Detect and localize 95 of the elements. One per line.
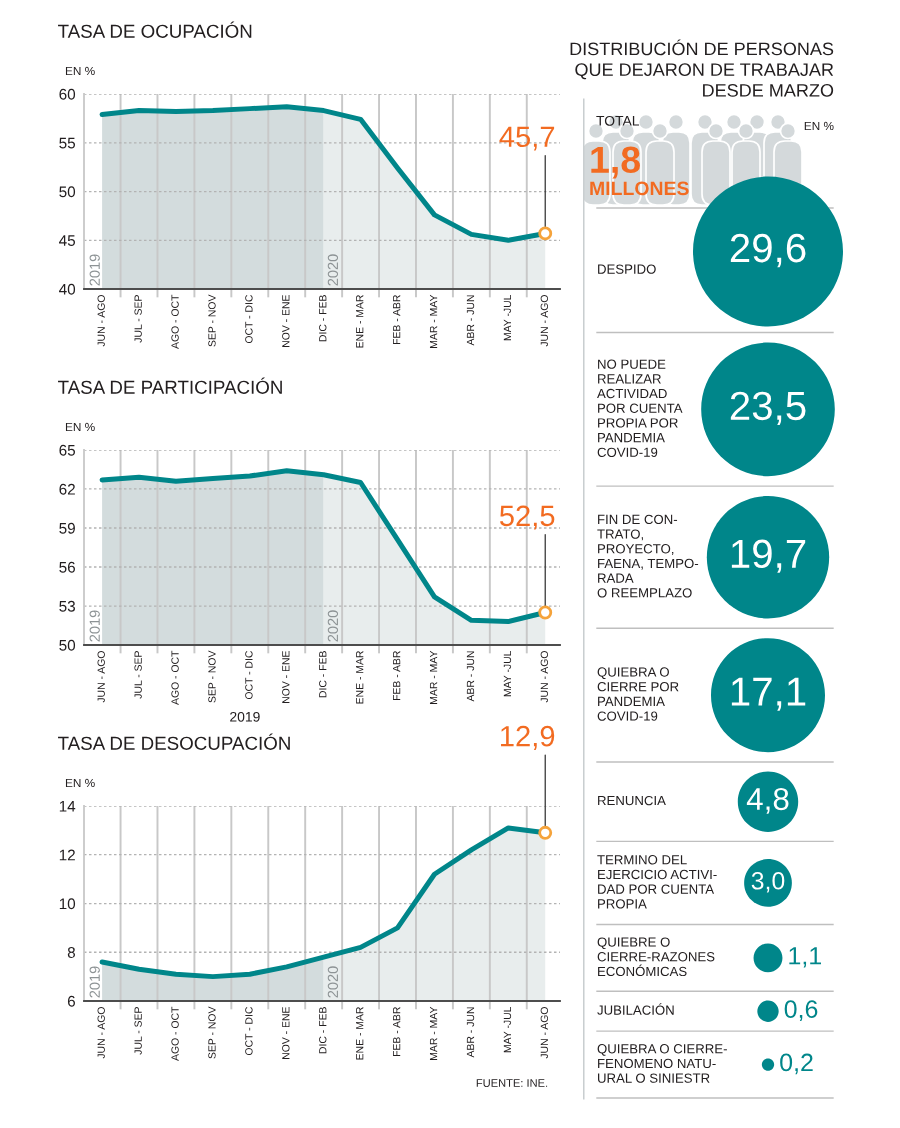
x-tick-label: JUN - AGO xyxy=(540,295,549,347)
y-tick-label: 59 xyxy=(59,522,75,534)
x-tick-label: JUN - AGO xyxy=(97,1007,105,1059)
x-tick-label: ENE - MAR xyxy=(356,1007,364,1060)
data-label: 17,1 xyxy=(731,677,806,711)
data-label: 12,9 xyxy=(501,725,555,750)
x-tick-label: MAY -JUL xyxy=(503,650,512,697)
x-tick-label: OCT - DIC xyxy=(245,294,253,344)
x-tick-label: AGO - OCT xyxy=(171,294,179,349)
x-tick-label: MAR - MAY xyxy=(429,650,438,704)
y-tick-label: 14 xyxy=(59,801,76,812)
x-axis-title: 2019 xyxy=(230,711,260,722)
category-label: JUBILACIÓN xyxy=(597,1003,674,1015)
x-tick-label: OCT - DIC xyxy=(245,1006,253,1056)
x-tick-label: JUL - SEP xyxy=(134,1007,142,1055)
y-tick-label: 56 xyxy=(59,561,75,573)
x-tick-label: MAR - MAY xyxy=(429,294,438,348)
x-tick-label: FEB - ABR xyxy=(393,1007,401,1057)
category-label: RENUNCIA xyxy=(598,795,666,806)
x-tick-label: OCT - DIC xyxy=(245,650,253,700)
x-tick-label: JUN - AGO xyxy=(540,1007,549,1059)
category-label: DESPIDO xyxy=(598,264,656,274)
x-tick-label: NOV - ENE xyxy=(282,295,290,347)
y-tick-label: 6 xyxy=(67,995,75,1007)
x-tick-label: NOV - ENE xyxy=(282,1007,290,1059)
data-label: 23,5 xyxy=(730,391,806,425)
data-label: 19,7 xyxy=(731,539,806,573)
x-tick-label: SEP - NOV xyxy=(208,1006,216,1059)
category-label: FIN DE CON- TRATO, PROYECTO, FAENA, TEMPO- RADA O REEMPLAZO xyxy=(597,514,699,598)
x-tick-label: FEB - ABR xyxy=(393,295,401,345)
x-tick-label: ENE - MAR xyxy=(356,651,364,704)
x-tick-label: JUL - SEP xyxy=(134,295,142,343)
y-axis-title: EN % xyxy=(65,66,95,76)
data-label: 3,0 xyxy=(751,872,785,893)
y-tick-label: 50 xyxy=(59,639,76,651)
y-tick-label: 40 xyxy=(59,283,76,295)
category-label: QUIEBRA O CIERRE POR PANDEMIA COVID-19 xyxy=(597,667,679,721)
x-tick-label: MAY -JUL xyxy=(503,1006,512,1053)
data-label: 29,6 xyxy=(730,233,806,268)
series-label: 2020 xyxy=(327,610,339,642)
x-tick-label: SEP - NOV xyxy=(208,650,216,703)
y-tick-label: 60 xyxy=(59,88,76,100)
category-label: TERMINO DEL EJERCICIO ACTIVI- DAD POR CUENTA PROPIA xyxy=(597,855,717,909)
text: MILLONES xyxy=(590,181,689,196)
x-tick-label: MAR - MAY xyxy=(429,1006,438,1060)
series-label: 2020 xyxy=(327,254,339,286)
text: DISTRIBUCIÓN DE PERSONAS QUE DEJARON DE TRABAJAR DESDE MARZO xyxy=(570,39,834,97)
x-tick-label: DIC - FEB xyxy=(319,651,327,698)
y-tick-label: 12 xyxy=(59,849,75,861)
x-tick-label: AGO - OCT xyxy=(171,650,179,705)
chart-title: TASA DE OCUPACIÓN xyxy=(58,21,252,38)
x-tick-label: DIC - FEB xyxy=(319,295,327,342)
x-tick-label: JUL - SEP xyxy=(134,651,142,699)
text: 2019 xyxy=(89,254,100,286)
data-label: 45,7 xyxy=(499,126,555,151)
text: TOTAL xyxy=(596,115,640,126)
y-axis-title: EN % xyxy=(65,422,95,432)
data-label: 0,6 xyxy=(784,1000,818,1021)
y-tick-label: 53 xyxy=(59,600,75,612)
x-tick-label: NOV - ENE xyxy=(282,651,290,703)
data-label: 0,2 xyxy=(780,1053,813,1075)
category-label: NO PUEDE REALIZAR ACTIVIDAD POR CUENTA PROPIA POR PANDEMIA COVID-19 xyxy=(597,359,683,457)
x-tick-label: ABR - JUN xyxy=(466,651,475,702)
x-tick-label: JUN - AGO xyxy=(540,651,549,703)
x-tick-label: ABR - JUN xyxy=(466,295,475,346)
x-tick-label: ENE - MAR xyxy=(356,295,364,348)
y-tick-label: 65 xyxy=(59,444,76,456)
x-tick-label: FEB - ABR xyxy=(393,651,401,701)
data-label: 1,1 xyxy=(789,947,821,968)
y-tick-label: 45 xyxy=(59,235,76,246)
x-tick-label: JUN - AGO xyxy=(97,295,105,347)
y-axis-title: EN % xyxy=(65,778,95,788)
x-tick-label: ABR - JUN xyxy=(466,1007,475,1058)
text: 1,8 xyxy=(591,146,640,179)
category-label: QUIEBRE O CIERRE-RAZONES ECONÓMICAS xyxy=(597,937,715,977)
category-label: QUIEBRA O CIERRE- FENOMENO NATU- URAL O SINIESTR xyxy=(597,1044,727,1083)
chart-title: TASA DE PARTICIPACIÓN xyxy=(58,377,282,394)
y-tick-label: 55 xyxy=(59,137,76,149)
text: 2019 xyxy=(89,966,100,998)
data-label: 4,8 xyxy=(746,787,789,814)
text: EN % xyxy=(804,121,834,131)
text: 2019 xyxy=(89,610,100,642)
x-tick-label: JUN - AGO xyxy=(97,651,105,703)
y-tick-label: 10 xyxy=(59,898,76,910)
y-tick-label: 62 xyxy=(59,483,75,495)
source-note: FUENTE: INE. xyxy=(476,1079,548,1087)
y-tick-label: 50 xyxy=(59,186,76,198)
series-label: 2020 xyxy=(327,966,339,998)
x-tick-label: AGO - OCT xyxy=(171,1006,179,1061)
y-tick-label: 8 xyxy=(67,947,75,958)
data-label: 52,5 xyxy=(499,505,555,530)
chart-title: TASA DE DESOCUPACIÓN xyxy=(58,733,290,750)
x-tick-label: DIC - FEB xyxy=(319,1007,327,1054)
x-tick-label: MAY -JUL xyxy=(503,294,512,341)
x-tick-label: SEP - NOV xyxy=(208,294,216,347)
